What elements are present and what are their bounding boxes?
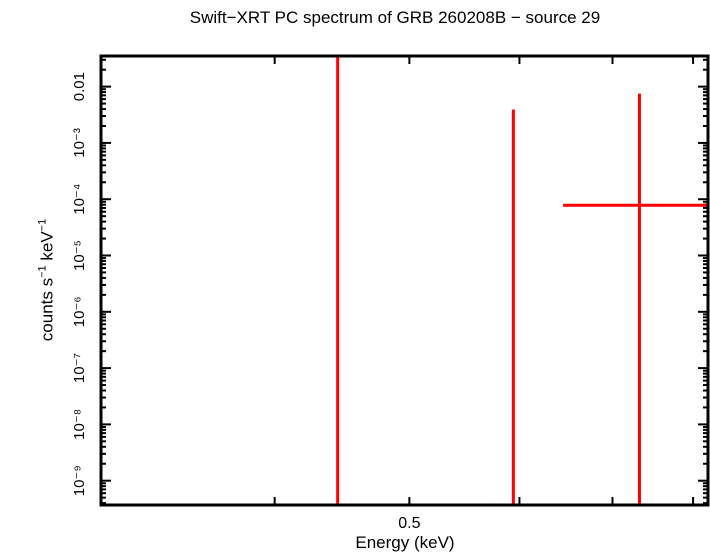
y-tick-label: 10⁻⁶: [71, 296, 88, 327]
y-tick-labels: 10⁻⁹ 10⁻⁸ 10⁻⁷ 10⁻⁶ 10⁻⁵ 10⁻⁴ 10⁻³ 0.01: [71, 72, 88, 496]
y-tick-label: 10⁻⁹: [71, 465, 88, 496]
x-axis-label: Energy (keV): [355, 533, 455, 552]
y-tick-label: 0.01: [71, 72, 88, 101]
plot-frame: [99, 54, 710, 507]
y-tick-label: 10⁻⁵: [71, 240, 88, 271]
axis-ticks: [101, 56, 708, 505]
data-series: [336, 56, 708, 505]
y-tick-label: 10⁻³: [71, 128, 88, 158]
chart-title: Swift−XRT PC spectrum of GRB 260208B − s…: [189, 8, 601, 27]
x-tick-label: 0.5: [398, 515, 420, 532]
y-tick-label: 10⁻⁸: [71, 409, 88, 440]
y-tick-label: 10⁻⁷: [71, 353, 88, 383]
y-tick-label: 10⁻⁴: [71, 184, 88, 215]
x-tick-labels: 0.5: [398, 515, 420, 532]
